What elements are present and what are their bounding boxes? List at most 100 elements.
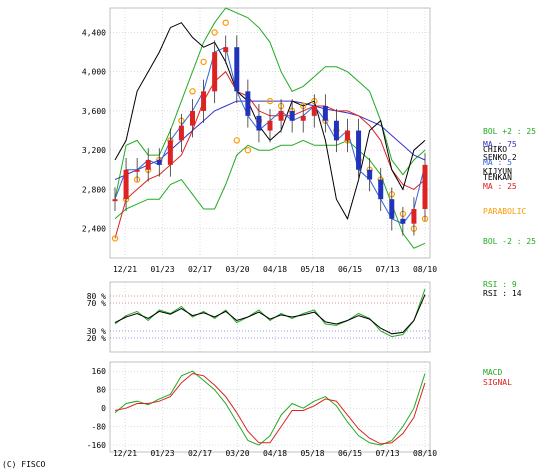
candle-body — [300, 115, 306, 121]
parabolic-point — [189, 88, 196, 95]
candle-body — [267, 120, 273, 131]
candle-body — [289, 110, 295, 121]
rsi-frame — [109, 281, 431, 353]
x-tick-label: 06/15 — [338, 265, 362, 274]
candle-body — [234, 47, 240, 92]
x-tick-label: 12/21 — [113, 265, 137, 274]
macd-y-tick-label: 0 — [101, 404, 106, 413]
price-y-tick-label: 4,000 — [82, 68, 106, 77]
price-panel: 4,400 4,000 3,600 3,200 2,800 2,400 BOL +2 : 2… — [82, 7, 536, 259]
candle-body — [345, 130, 350, 141]
x-tick-label-bottom: 12/21 — [113, 449, 137, 458]
x-tick-label-bottom: 08/10 — [413, 449, 437, 458]
x-tick-label-bottom: 04/18 — [263, 449, 287, 458]
price-legend-entry: MA : 25 — [483, 182, 517, 191]
candle-body — [212, 52, 218, 92]
candle-body — [322, 106, 328, 121]
macd-y-tick-label: 80 — [96, 386, 106, 395]
rsi-y-tick-label: 30 % — [87, 327, 106, 336]
candle-body — [333, 120, 339, 141]
macd-legend-entry: MACD — [483, 368, 502, 377]
x-tick-label: 07/13 — [375, 265, 399, 274]
candle-body — [311, 106, 317, 116]
price-legend-entry: PARABOLIC — [483, 207, 527, 216]
candle-body — [223, 47, 229, 53]
series-line-bol-2-25 — [114, 139, 426, 249]
series-line-bol-2-25 — [114, 7, 426, 200]
x-tick-label-bottom: 06/15 — [338, 449, 362, 458]
macd-legend-entry: SIGNAL — [483, 378, 512, 387]
rsi-legend-entry: RSI : 9 — [483, 280, 517, 289]
candle-body — [245, 91, 251, 116]
parabolic-point — [211, 29, 218, 36]
candle-body — [378, 179, 384, 200]
candle-body — [178, 125, 184, 141]
rsi-y-tick-label: 20 % — [87, 334, 106, 343]
macd-y-tick-label: 160 — [92, 367, 107, 376]
candle-body — [123, 169, 129, 200]
series-line-rsi-14 — [114, 294, 426, 335]
macd-y-tick-label: -80 — [92, 423, 107, 432]
series-line-signal — [114, 372, 426, 445]
series-line-ma-75 — [114, 100, 426, 181]
x-tick-label-bottom: 03/20 — [225, 449, 249, 458]
x-tick-label: 08/10 — [413, 265, 437, 274]
candle-body — [201, 91, 207, 111]
parabolic-point — [111, 235, 119, 242]
x-tick-label: 05/18 — [300, 265, 324, 274]
x-tick-label-bottom: 07/13 — [375, 449, 399, 458]
parabolic-point — [222, 19, 229, 26]
price-legend-entry: MA : 75 — [483, 140, 517, 149]
candle-body — [411, 208, 417, 224]
candle-body — [156, 159, 162, 165]
price-legend-entry: TENKAN — [483, 173, 512, 182]
candle-body — [112, 199, 118, 202]
x-tick-label-bottom: 02/17 — [188, 449, 212, 458]
candle-body — [389, 199, 395, 219]
price-legend-entry: CHIKO — [483, 145, 507, 154]
x-tick-label: 04/18 — [263, 265, 287, 274]
parabolic-point — [233, 137, 240, 144]
rsi-legend-entry: RSI : 14 — [483, 289, 522, 298]
price-y-tick-label: 3,600 — [82, 107, 106, 116]
macd-frame — [109, 361, 431, 453]
x-tick-label: 02/17 — [188, 265, 212, 274]
candle-body — [400, 218, 406, 224]
candle-body — [167, 140, 173, 165]
x-tick-label-bottom: 05/18 — [300, 449, 324, 458]
price-y-tick-label: 4,400 — [82, 29, 106, 38]
price-y-tick-label: 3,200 — [82, 146, 106, 155]
parabolic-point — [200, 58, 207, 66]
series-line-ma-25 — [114, 70, 426, 239]
series-line-macd — [114, 370, 426, 446]
price-legend-entry: BOL -2 : 25 — [483, 237, 536, 246]
price-legend-entry: MA : 5 — [483, 158, 512, 167]
macd-y-tick-label: -160 — [87, 441, 106, 450]
parabolic-point — [266, 97, 274, 105]
candle-body — [278, 110, 284, 121]
copyright-text: (C) FISCO — [2, 460, 46, 469]
price-y-tick-label: 2,400 — [82, 225, 106, 234]
candle-body — [256, 115, 262, 131]
x-tick-label: 03/20 — [225, 265, 249, 274]
x-axis: 12/21 12/21 01/23 01/23 02/17 02/17 03/20 03/20… — [113, 265, 437, 458]
candle-body — [190, 110, 195, 126]
price-frame — [109, 7, 431, 259]
candle-body — [134, 169, 140, 172]
x-tick-label-bottom: 01/23 — [150, 449, 174, 458]
x-tick-label: 01/23 — [150, 265, 174, 274]
rsi-y-tick-label: 70 % — [87, 299, 106, 308]
candle-body — [356, 130, 362, 170]
price-legend-entry: SENKO 2 — [483, 153, 517, 162]
candle-body — [422, 164, 428, 209]
candle-body — [367, 169, 373, 180]
price-legend-entry: KIJYUN — [483, 167, 512, 176]
price-y-tick-label: 2,800 — [82, 185, 106, 194]
price-legend-entry: BOL +2 : 25 — [483, 127, 536, 136]
rsi-y-tick-label: 80 % — [87, 292, 106, 301]
candle-body — [145, 159, 151, 170]
parabolic-point — [244, 146, 252, 154]
